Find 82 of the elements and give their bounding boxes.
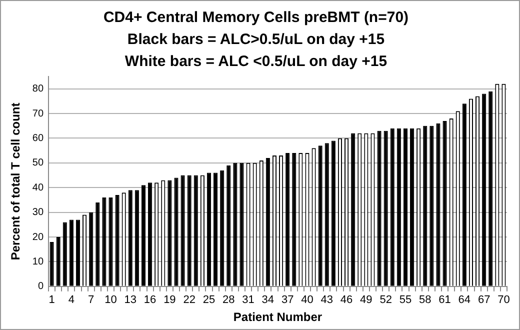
y-tick-label: 20 (32, 232, 44, 243)
x-tick-label: 70 (498, 294, 510, 306)
y-tick-label: 70 (32, 108, 44, 120)
x-tick-label: 19 (164, 294, 176, 306)
bar (403, 128, 408, 286)
bar (462, 104, 466, 286)
bar (174, 178, 178, 286)
y-tick-label: 40 (32, 182, 44, 194)
bar (286, 153, 290, 286)
bar (96, 202, 100, 286)
x-tick-label: 49 (360, 294, 372, 306)
bar (148, 182, 152, 286)
x-tick-label: 61 (438, 294, 451, 306)
y-tick-label: 80 (32, 84, 44, 95)
x-tick-label: 40 (301, 294, 314, 306)
bar (266, 158, 270, 286)
bar (50, 242, 54, 286)
x-tick-label: 28 (222, 294, 235, 306)
bar (423, 126, 428, 286)
chart-title: CD4+ Central Memory Cells preBMT (n=70) (103, 9, 409, 26)
chart-subtitle: Black bars = ALC>0.5/uL on day +15 White bars = ALC <0.5/uL on day +15 (124, 31, 388, 70)
bar (76, 220, 80, 286)
bar (436, 123, 440, 286)
x-tick-label: 58 (419, 294, 432, 306)
y-tick-label: 50 (32, 158, 44, 169)
x-tick-label: 37 (281, 294, 294, 306)
bar (396, 128, 401, 286)
bar (233, 162, 238, 286)
x-tick-label: 13 (124, 294, 137, 306)
bar (318, 146, 322, 286)
bar (240, 162, 244, 286)
x-tick-label: 16 (144, 294, 156, 306)
bar (128, 190, 132, 286)
x-tick-label: 4 (68, 294, 75, 306)
x-tick-label: 64 (458, 294, 471, 306)
x-tick-label: 25 (202, 294, 216, 306)
x-tick-label: 7 (88, 294, 94, 306)
bar (206, 172, 212, 286)
y-axis-title: Percent of total T cell count (8, 102, 23, 260)
x-tick-label: 22 (183, 294, 196, 306)
bar (187, 175, 192, 286)
x-tick-label: 67 (478, 294, 490, 306)
bar (168, 180, 172, 286)
bar (331, 140, 336, 286)
bar (102, 198, 106, 286)
x-tick-label: 1 (48, 294, 55, 306)
bar (351, 133, 356, 286)
bar (180, 175, 185, 286)
y-tick-label: 0 (38, 281, 44, 292)
bar (292, 153, 296, 286)
bar (220, 170, 224, 286)
bar (62, 222, 67, 286)
y-tick-label: 30 (32, 207, 44, 218)
bar (108, 198, 113, 286)
bar (226, 165, 231, 286)
y-tick-label: 10 (32, 256, 44, 268)
bar (482, 94, 486, 286)
bar (194, 175, 198, 286)
x-tick-label: 46 (340, 294, 353, 306)
bar (89, 212, 94, 286)
y-tick-label: 60 (32, 132, 44, 144)
bar (214, 172, 218, 286)
x-tick-label: 31 (242, 294, 254, 306)
bar (390, 128, 394, 286)
bar (141, 185, 146, 286)
bar (56, 237, 60, 286)
bar (69, 220, 74, 286)
bar (115, 195, 120, 286)
bar (430, 126, 434, 286)
x-axis-title: Patient Number (233, 310, 322, 324)
bar (324, 143, 329, 286)
bar (134, 190, 139, 286)
bar (384, 130, 388, 286)
bar (377, 130, 382, 286)
bar (410, 128, 414, 286)
bar (442, 120, 447, 286)
x-tick-label: 43 (320, 294, 334, 306)
x-tick-label: 34 (262, 294, 274, 306)
x-tick-label: 55 (399, 294, 412, 306)
bar (488, 91, 493, 286)
x-tick-label: 52 (380, 294, 392, 306)
x-tick-label: 10 (104, 294, 117, 306)
